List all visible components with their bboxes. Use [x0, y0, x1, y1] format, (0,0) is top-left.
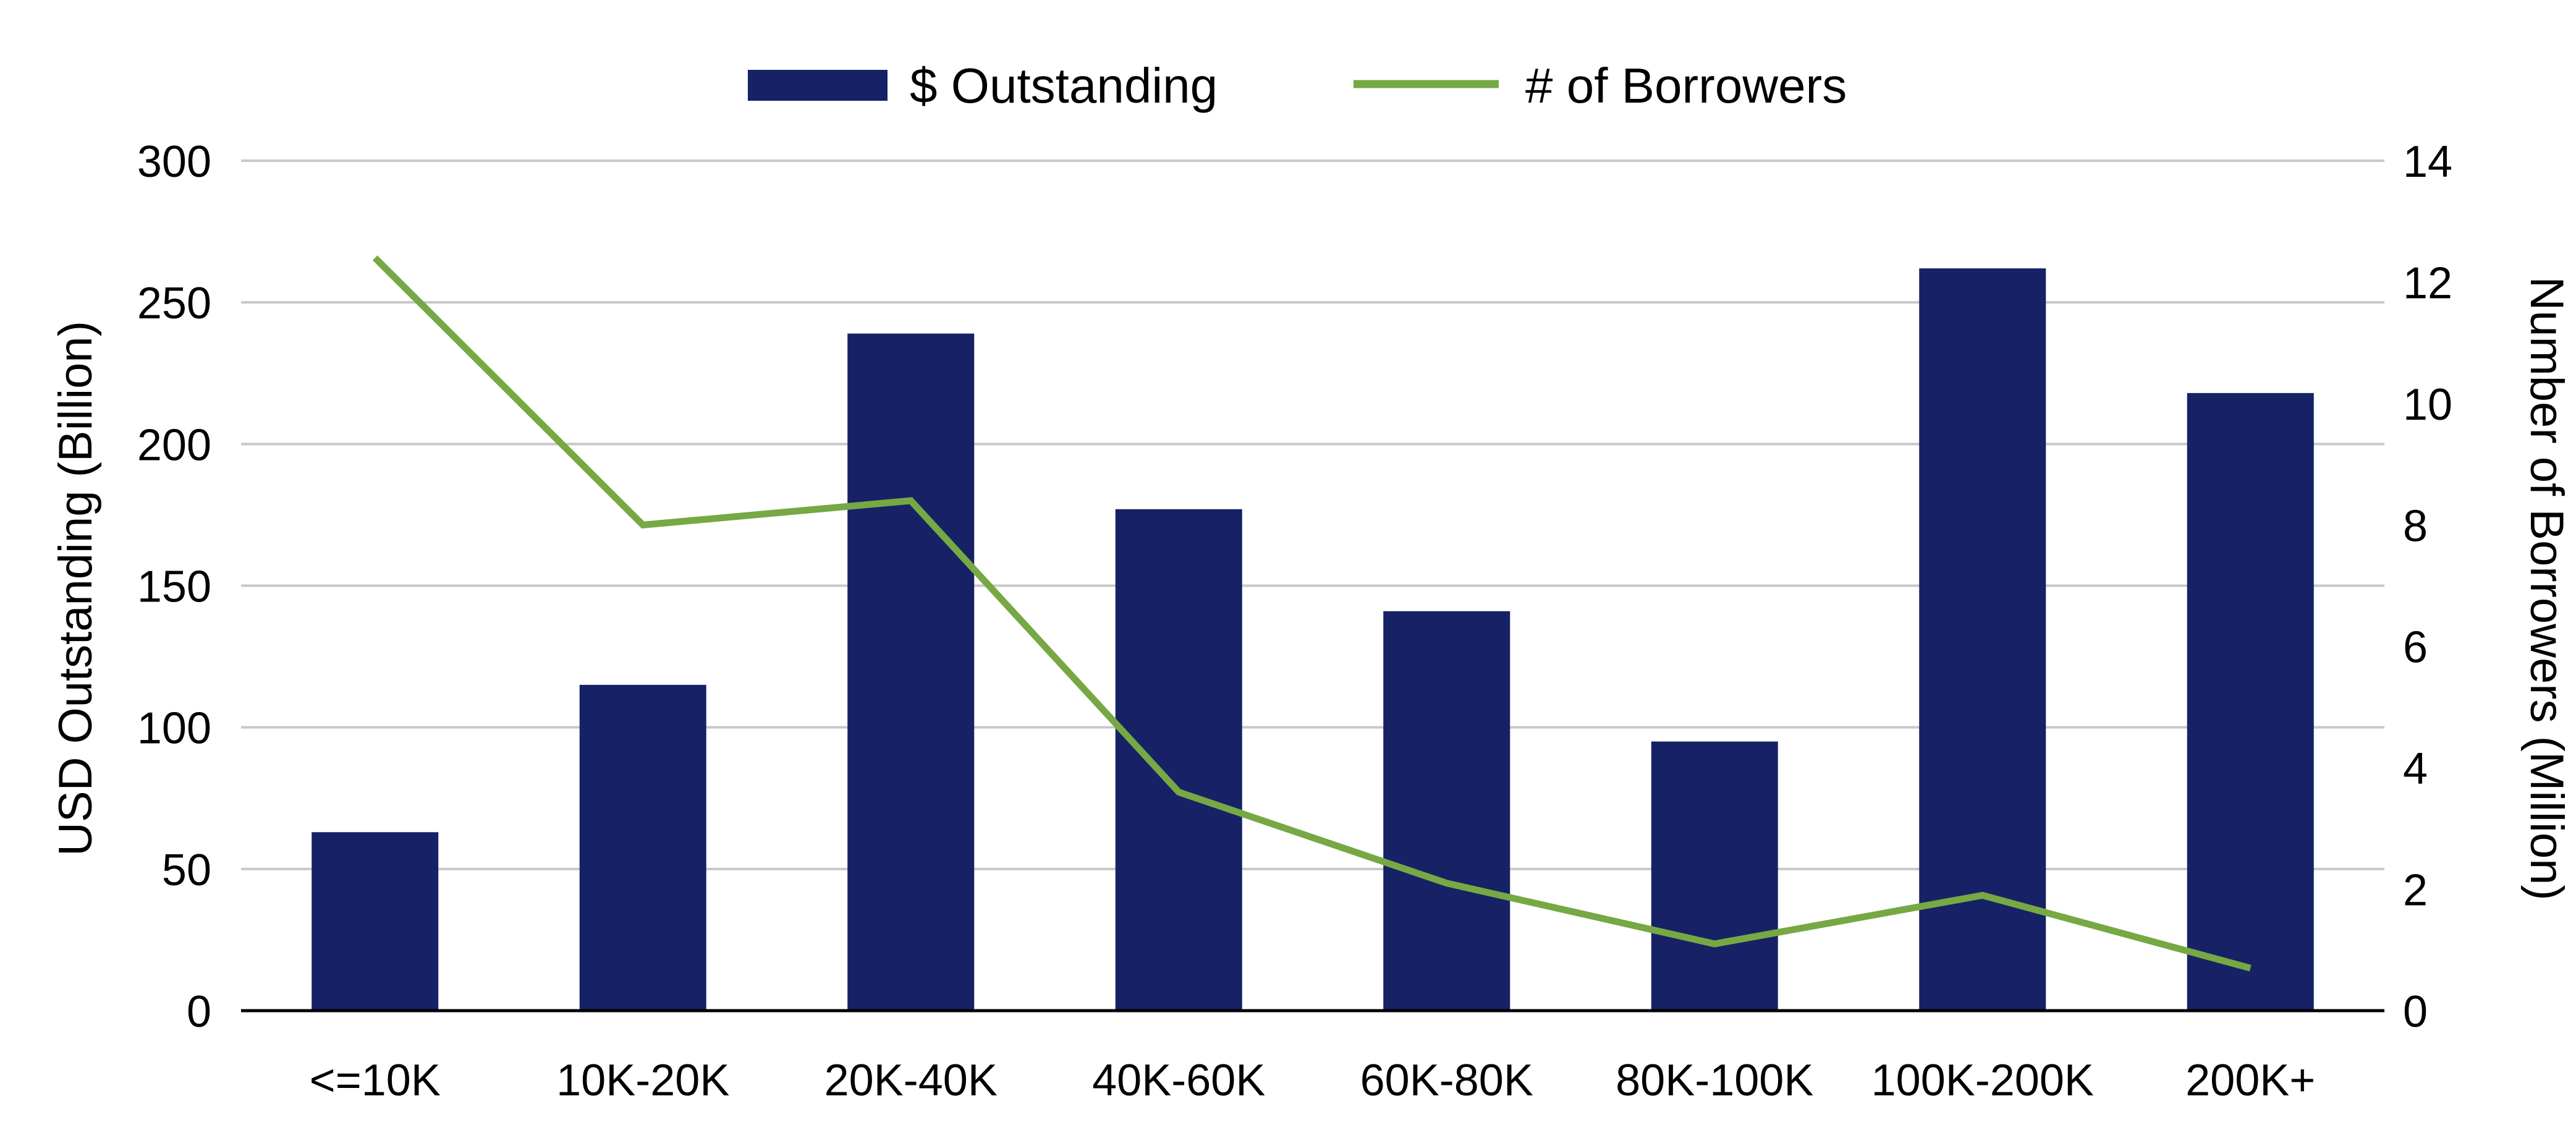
bar-series: [311, 268, 2314, 1011]
x-tick-label: 80K-100K: [1616, 1056, 1813, 1105]
right-tick-label: 14: [2403, 137, 2452, 187]
right-tick-label: 8: [2403, 501, 2428, 551]
left-tick-label: 50: [162, 846, 211, 895]
x-tick-label: 10K-20K: [556, 1056, 729, 1105]
left-tick-label: 250: [137, 279, 211, 328]
bar-60K-80K: [1383, 611, 1510, 1011]
right-axis-title: Number of Borrowers (Million): [2520, 276, 2573, 900]
bar-10K-20K: [579, 684, 706, 1011]
x-tick-label: 60K-80K: [1360, 1056, 1533, 1105]
x-tick-label: 100K-200K: [1871, 1056, 2094, 1105]
right-tick-label: 12: [2403, 258, 2452, 308]
tick-labels: 0 50 100 150 200 250 300 0 2 4 6 8 10 12 14 <=10K 10K-20…: [137, 137, 2452, 1105]
x-tick-label: 20K-40K: [824, 1056, 998, 1105]
right-tick-label: 6: [2403, 623, 2428, 673]
legend-label-borrowers: # of Borrowers: [1525, 58, 1847, 113]
x-tick-label: <=10K: [310, 1056, 441, 1105]
borrowers-line: [372, 255, 2252, 972]
right-tick-label: 4: [2403, 744, 2428, 794]
x-tick-label: 40K-60K: [1092, 1056, 1265, 1105]
bar-20K-40K: [847, 333, 975, 1011]
left-tick-label: 300: [137, 137, 211, 187]
left-tick-label: 100: [137, 704, 211, 754]
left-axis-title: USD Outstanding (Billion): [49, 321, 102, 856]
right-tick-label: 0: [2403, 987, 2428, 1037]
bar-200K+: [2187, 393, 2314, 1011]
x-tick-label: 200K+: [2185, 1056, 2315, 1105]
bar-100K-200K: [1919, 268, 2046, 1011]
gridlines: [241, 159, 2384, 870]
bar-80K-100K: [1651, 741, 1778, 1011]
right-tick-label: 2: [2403, 866, 2428, 915]
bar-40K-60K: [1115, 509, 1242, 1011]
right-tick-label: 10: [2403, 380, 2452, 430]
left-tick-label: 0: [187, 987, 211, 1037]
left-tick-label: 150: [137, 563, 211, 612]
left-tick-label: 200: [137, 420, 211, 470]
legend: $ Outstanding # of Borrowers: [748, 58, 1847, 113]
bar-<=10K: [311, 832, 439, 1011]
legend-swatch-outstanding: [748, 70, 888, 101]
legend-label-outstanding: $ Outstanding: [910, 58, 1218, 113]
line-series: [372, 255, 2252, 972]
